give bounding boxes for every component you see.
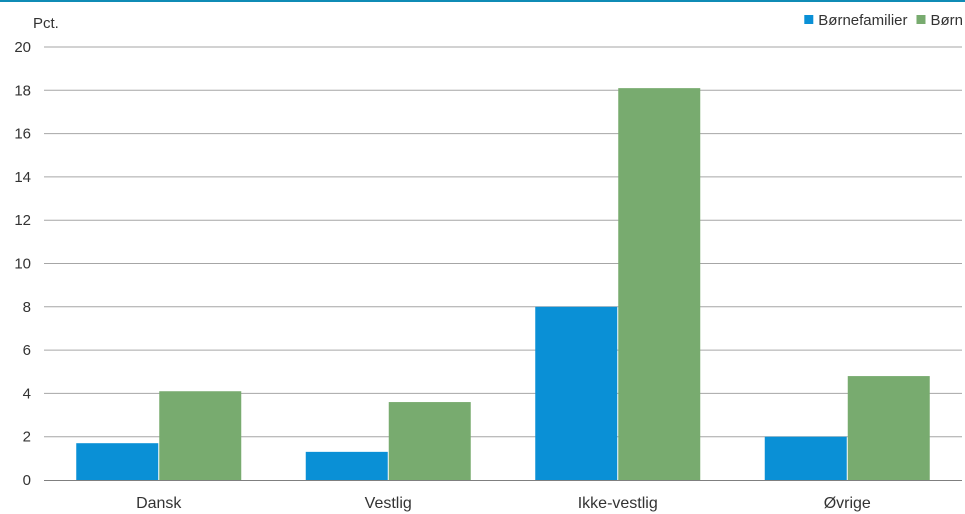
bar-ikke-vestlig-series-2 bbox=[618, 88, 701, 480]
bars bbox=[76, 88, 930, 480]
legend-swatch bbox=[916, 15, 926, 24]
bar-vestlig-series-2 bbox=[388, 402, 471, 480]
y-tick-label: 2 bbox=[23, 429, 31, 446]
top-rule bbox=[0, 0, 965, 2]
legend-swatch bbox=[804, 15, 814, 24]
bar-dansk-series-1 bbox=[76, 443, 159, 480]
legend-label: Børnefamilier bbox=[818, 12, 907, 29]
y-tick-label: 6 bbox=[23, 342, 31, 359]
y-tick-label: 8 bbox=[23, 299, 31, 316]
category-labels: Dansk Vestlig Ikke-vestlig Øvrige bbox=[136, 495, 871, 512]
y-tick-label: 16 bbox=[14, 126, 31, 143]
bar-vestlig-series-1 bbox=[305, 451, 388, 480]
y-tick-label: 12 bbox=[14, 212, 31, 229]
y-tick-label: 18 bbox=[14, 82, 31, 99]
bar--vrige-series-1 bbox=[764, 436, 847, 480]
y-tick-labels: 0 2 4 6 8 10 12 14 16 18 20 bbox=[14, 39, 31, 489]
y-tick-label: 10 bbox=[14, 256, 31, 273]
bar-ikke-vestlig-series-1 bbox=[535, 306, 618, 480]
y-axis-unit-label: Pct. bbox=[33, 15, 59, 32]
category-label: Vestlig bbox=[365, 495, 412, 512]
bar-dansk-series-2 bbox=[159, 391, 242, 480]
category-label: Øvrige bbox=[824, 495, 871, 512]
y-tick-label: 4 bbox=[23, 385, 31, 402]
y-tick-label: 14 bbox=[14, 169, 31, 186]
y-tick-label: 0 bbox=[23, 472, 31, 489]
category-label: Dansk bbox=[136, 495, 182, 512]
category-label: Ikke-vestlig bbox=[578, 495, 658, 512]
y-tick-label: 20 bbox=[14, 39, 31, 56]
legend: Børnefamilier Børn bbox=[804, 12, 963, 29]
bar--vrige-series-2 bbox=[847, 376, 930, 480]
gridlines bbox=[44, 46, 962, 438]
legend-label: Børn bbox=[930, 12, 963, 29]
